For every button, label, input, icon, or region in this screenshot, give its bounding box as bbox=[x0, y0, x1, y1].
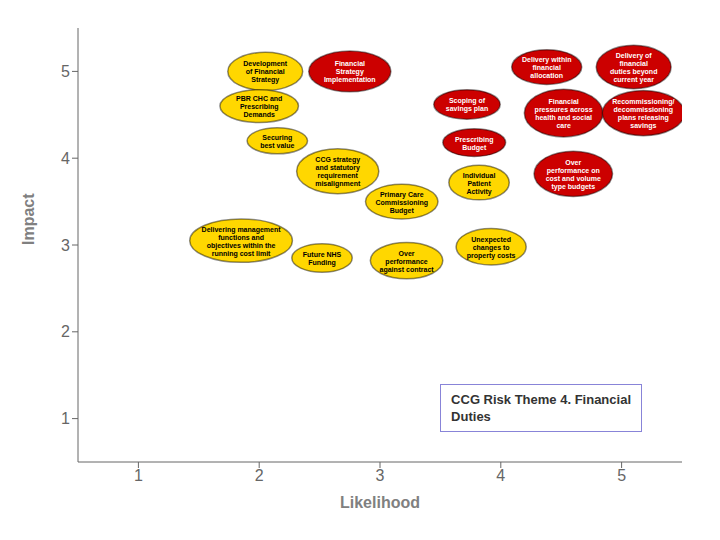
svg-text:IndividualPatientActivity: IndividualPatientActivity bbox=[463, 171, 496, 195]
svg-text:FinancialStrategyImplementatio: FinancialStrategyImplementation bbox=[324, 60, 376, 84]
svg-text:PBR CHC andPrescribingDemands: PBR CHC andPrescribingDemands bbox=[236, 95, 282, 118]
svg-text:Unexpectedchanges toproperty c: Unexpectedchanges toproperty costs bbox=[467, 235, 516, 259]
svg-text:Scoping ofsavings plan: Scoping ofsavings plan bbox=[446, 97, 488, 113]
svg-text:Developmentof FinancialStrateg: Developmentof FinancialStrategy bbox=[243, 60, 288, 84]
svg-text:Delivery withinfinancialalloca: Delivery withinfinancialallocation bbox=[522, 56, 571, 79]
svg-text:Recommissioning/decommissionin: Recommissioning/decommissioningplans rel… bbox=[612, 98, 674, 130]
svg-text:CCG strategyand statutoryrequi: CCG strategyand statutoryrequirementmisa… bbox=[315, 156, 361, 188]
svg-text:1: 1 bbox=[134, 467, 143, 484]
svg-text:Overperformanceagainst contrac: Overperformanceagainst contract bbox=[380, 249, 435, 273]
svg-text:Primary CareCommissioningBudge: Primary CareCommissioningBudget bbox=[375, 190, 428, 214]
svg-text:Future NHSFunding: Future NHSFunding bbox=[303, 251, 342, 267]
svg-text:5: 5 bbox=[61, 63, 70, 80]
svg-text:PrescribingBudget: PrescribingBudget bbox=[455, 135, 494, 151]
svg-text:Delivering managementfunctions: Delivering managementfunctions andobject… bbox=[202, 225, 282, 257]
svg-text:3: 3 bbox=[61, 237, 70, 254]
svg-text:4: 4 bbox=[61, 150, 70, 167]
svg-text:Delivery offinancialduties bey: Delivery offinancialduties beyondcurrent… bbox=[610, 52, 657, 84]
svg-text:2: 2 bbox=[61, 323, 70, 340]
svg-text:3: 3 bbox=[376, 467, 385, 484]
svg-text:Securingbest value: Securingbest value bbox=[260, 133, 294, 148]
html-text:CCG Risk Theme 4. Financial: CCG Risk Theme 4. Financial bbox=[451, 392, 631, 407]
html-text:Duties: Duties bbox=[451, 409, 491, 424]
svg-text:2: 2 bbox=[255, 467, 264, 484]
svg-text:Impact: Impact bbox=[20, 193, 37, 245]
svg-text:Overperformance oncost and vol: Overperformance oncost and volumetype bu… bbox=[546, 158, 601, 190]
svg-text:Financialpressures acrosshealt: Financialpressures acrosshealth and soci… bbox=[535, 98, 593, 129]
svg-text:4: 4 bbox=[496, 467, 505, 484]
svg-text:Likelihood: Likelihood bbox=[340, 494, 420, 511]
svg-text:1: 1 bbox=[61, 410, 70, 427]
svg-text:5: 5 bbox=[617, 467, 626, 484]
